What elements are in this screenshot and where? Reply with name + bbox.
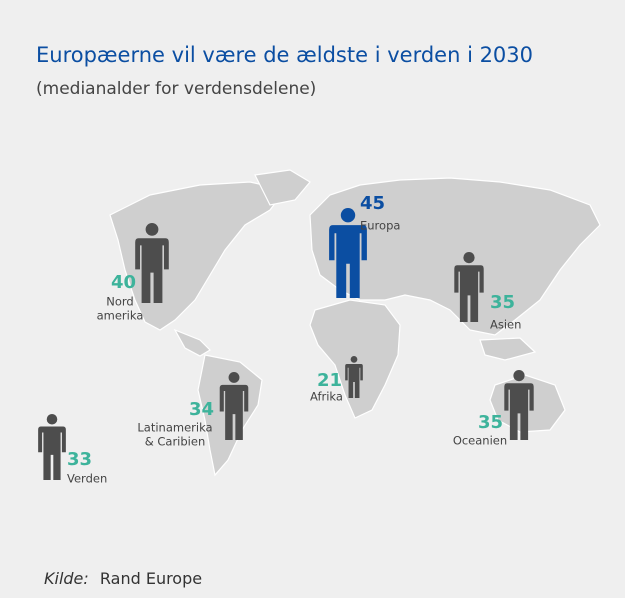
- value-label: 40: [111, 272, 136, 293]
- value-label: 45: [360, 193, 385, 214]
- person-body: [504, 383, 534, 440]
- person-body: [454, 265, 484, 322]
- region-label: Nord: [106, 295, 133, 309]
- person-head: [513, 370, 525, 382]
- person-icon: [329, 208, 367, 298]
- person-icon: [345, 356, 363, 398]
- value-label: 35: [478, 412, 503, 433]
- value-label: 35: [490, 292, 515, 313]
- person-body: [219, 384, 249, 440]
- person-head: [350, 356, 358, 363]
- person-icon: [454, 252, 484, 322]
- person-icon: [38, 414, 66, 480]
- value-label: 21: [317, 370, 342, 391]
- person-head: [463, 252, 475, 264]
- person-icon: [504, 370, 534, 440]
- subtitle: (medianalder for verdensdelene): [36, 79, 316, 99]
- region-label: Afrika: [310, 390, 343, 404]
- region-label: & Caribien: [145, 435, 205, 449]
- source-text: Rand Europe: [100, 569, 202, 588]
- person-head: [46, 414, 58, 425]
- region-label: Latinamerika: [137, 421, 212, 435]
- value-label: 33: [67, 449, 92, 470]
- region-label: Europa: [360, 219, 400, 233]
- person-body: [135, 238, 169, 303]
- region-label: Oceanien: [453, 434, 507, 448]
- person-body: [329, 225, 367, 298]
- title: Europæerne vil være de ældste i verden i…: [36, 43, 533, 67]
- region-label: Asien: [490, 318, 521, 332]
- person-body: [38, 426, 66, 480]
- person-icon: [135, 223, 169, 303]
- person-head: [228, 372, 240, 383]
- source-label: Kilde:: [44, 569, 89, 588]
- region-label: Verden: [67, 472, 107, 486]
- person-head: [340, 208, 356, 223]
- person-head: [145, 223, 159, 236]
- region-label: amerika: [97, 309, 144, 323]
- person-body: [345, 363, 363, 398]
- person-icon: [219, 372, 249, 440]
- source: Kilde: Rand Europe: [44, 569, 202, 588]
- value-label: 34: [189, 399, 214, 420]
